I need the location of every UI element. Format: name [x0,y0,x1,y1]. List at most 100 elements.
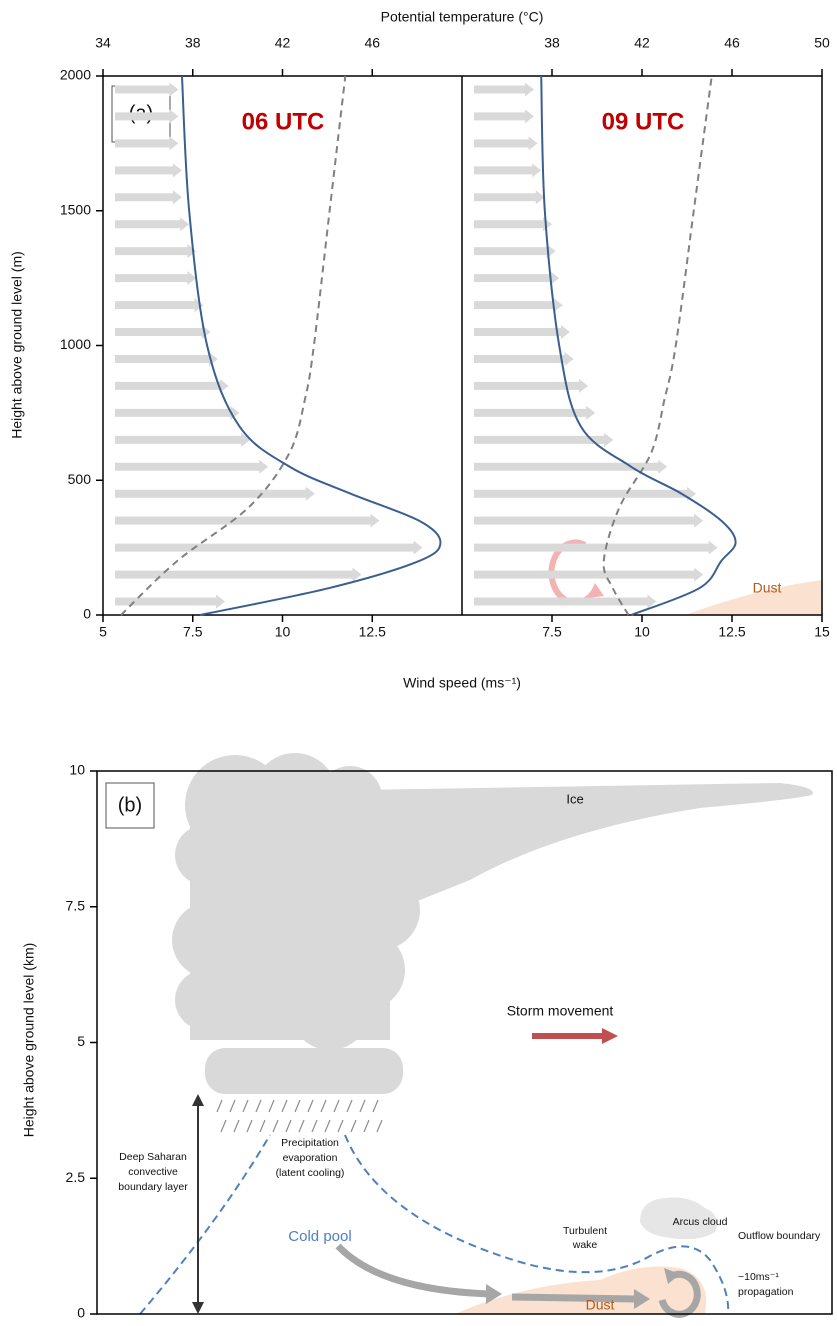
wind-arrow [115,82,179,97]
wind-arrow [474,459,668,474]
storm-cloud [172,753,813,1094]
rain-streak [216,1099,223,1113]
potential-temperature-line [602,75,713,616]
cloud-puff [318,766,382,830]
rain-streak [311,1119,318,1133]
wind-arrow [474,190,545,205]
y-tick-label: 1500 [60,201,91,217]
cloud-puff [175,825,235,885]
y-tick-label: 5 [77,1033,85,1049]
turbulent-wake-label: Turbulent [563,1225,607,1237]
rain-streak [246,1119,253,1133]
cloud-puff [253,753,337,837]
precipitation-label: (latent cooling) [276,1167,345,1179]
wind-arrow [115,271,197,286]
arrowhead [486,1284,502,1304]
rain-streak [337,1119,344,1133]
x2-tick-label: 46 [364,35,380,51]
x-tick-label: 7.5 [542,624,562,640]
cloud-base [205,1048,403,1094]
panel-title: 09 UTC [602,108,685,135]
x2-tick-label: 38 [544,35,560,51]
wind-arrow [115,244,197,259]
boundary-layer-label: boundary layer [118,1181,188,1193]
rain-streak [363,1119,370,1133]
propagation-label: propagation [738,1286,794,1298]
x2-axis-title: Potential temperature (°C) [381,9,544,25]
wind-arrow [474,271,560,286]
wind-arrow [115,109,179,124]
anvil [360,783,813,900]
rain-streak [272,1119,279,1133]
turbulent-wake-label: wake [572,1239,598,1251]
rain-streak [320,1099,327,1113]
wind-arrow [115,163,182,178]
x-tick-label: 7.5 [183,624,203,640]
wind-arrow [474,109,534,124]
y-tick-label: 1000 [60,336,91,352]
rain-streak [350,1119,357,1133]
rain-streak [324,1119,331,1133]
arcus-cloud [640,1197,718,1240]
boundary-layer-label: convective [128,1166,178,1178]
cloud-puff [290,970,370,1050]
wind-arrow [115,459,269,474]
wind-arrow [115,298,204,313]
rain-streak [242,1099,249,1113]
wind-arrow [474,325,570,340]
x2-tick-label: 38 [185,35,201,51]
rain-streak [281,1099,288,1113]
wind-speed-line [540,75,737,616]
wind-arrow [474,594,657,609]
flow-arrow [511,1293,637,1303]
x-tick-label: 10 [275,624,291,640]
wind-arrow [474,540,718,555]
wind-arrow [115,432,251,447]
wind-arrow [474,163,542,178]
wind-arrow [115,351,218,366]
dust-label: Dust [586,1297,615,1313]
x2-tick-label: 46 [724,35,740,51]
y-tick-label: 7.5 [66,897,86,913]
wind-arrow [115,378,229,393]
turbulence-arrowhead [588,583,604,598]
boundary-layer-label: Deep Saharan [119,1151,187,1163]
wind-arrow [115,594,226,609]
y-tick-label: 10 [69,762,85,778]
x-axis-title: Wind speed (ms⁻¹) [403,675,521,691]
y-tick-label: 0 [77,1305,85,1321]
wind-arrow [474,82,534,97]
y-axis-title: Height above ground level (m) [9,251,25,439]
wind-arrow [474,351,574,366]
rain-streak [268,1099,275,1113]
dust-shape [685,580,822,615]
arcus-cloud-label: Arcus cloud [673,1216,728,1228]
x2-tick-label: 50 [814,35,830,51]
y-tick-label: 2000 [60,67,91,83]
y-axis-title: Height above ground level (km) [21,943,37,1138]
panel-title: 06 UTC [242,108,325,135]
precipitation-label: Precipitation [281,1137,339,1149]
x2-tick-label: 42 [275,35,291,51]
wind-arrow [474,486,696,501]
storm-movement-label: Storm movement [507,1003,614,1019]
outflow-boundary-label: Outflow boundary [738,1230,821,1242]
swirl-arrow [658,1270,701,1318]
x-tick-label: 12.5 [359,624,386,640]
wind-arrow [474,244,556,259]
wind-speed-line [180,75,442,616]
rain-streak [372,1099,379,1113]
arrowhead [634,1289,650,1309]
x-tick-label: 12.5 [718,624,745,640]
wind-arrow [474,513,704,528]
cloud-puff [172,902,248,978]
wind-arrow [115,513,380,528]
arrowhead [192,1094,204,1106]
wind-arrow [474,378,588,393]
wind-arrow [115,217,190,232]
wind-arrow [474,432,614,447]
y-tick-label: 500 [68,471,92,487]
wind-arrow [474,217,552,232]
panel-label: (b) [118,794,142,816]
x-tick-label: 5 [99,624,107,640]
